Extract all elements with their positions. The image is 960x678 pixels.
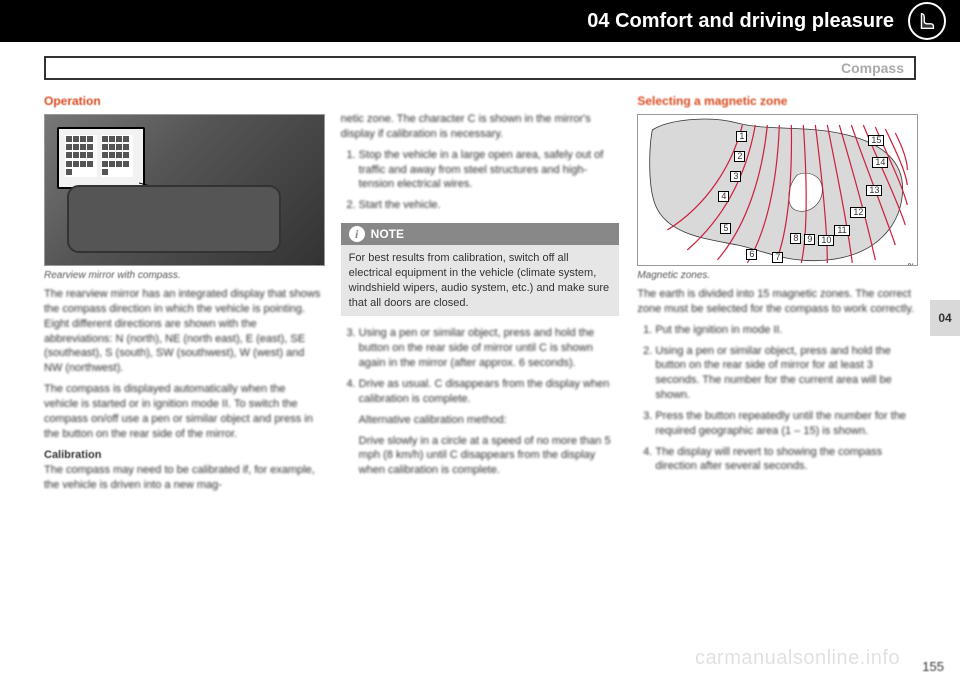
zone-label-9: 9 <box>804 234 815 245</box>
note-body: For best results from calibration, switc… <box>341 245 620 316</box>
column-3: Selecting a magnetic zone <box>637 90 916 499</box>
col1-heading: Operation <box>44 94 323 108</box>
col2-steps-top: Stop the vehicle in a large open area, s… <box>341 148 620 213</box>
zone-label-11: 11 <box>834 225 849 236</box>
zone-label-15: 15 <box>868 135 884 146</box>
col3-steps: Put the ignition in mode II. Using a pen… <box>637 323 916 475</box>
zone-map: G019482 123456789101112131415 <box>637 114 918 266</box>
col3-step4: The display will revert to showing the c… <box>655 445 916 475</box>
col2-step1: Stop the vehicle in a large open area, s… <box>359 148 620 193</box>
page-header: 04 Comfort and driving pleasure <box>0 0 960 42</box>
zone-label-5: 5 <box>720 223 731 234</box>
col3-step1: Put the ignition in mode II. <box>655 323 916 338</box>
seat-icon <box>908 2 946 40</box>
col1-para3: The compass may need to be calibrated if… <box>44 463 323 493</box>
note-title: NOTE <box>371 227 404 241</box>
column-1: Operation G021811 Rearview mirror with c… <box>44 90 323 499</box>
zone-label-2: 2 <box>734 151 745 162</box>
zone-label-1: 1 <box>736 131 747 142</box>
zone-label-12: 12 <box>850 207 866 218</box>
col2-alt-body: Drive slowly in a circle at a speed of n… <box>341 434 620 479</box>
col2-steps-bottom: Using a pen or similar object, press and… <box>341 326 620 406</box>
zone-label-7: 7 <box>772 252 783 263</box>
col1-para2: The compass is displayed automatically w… <box>44 382 323 441</box>
column-2: netic zone. The character C is shown in … <box>341 90 620 499</box>
col2-step4: Drive as usual. C disappears from the di… <box>359 377 620 407</box>
zone-label-14: 14 <box>872 157 888 168</box>
image-code-2: G019482 <box>908 263 915 266</box>
watermark: carmanualsonline.info <box>695 647 900 670</box>
page-number: 155 <box>922 659 944 674</box>
zone-label-3: 3 <box>730 171 741 182</box>
col2-intro: netic zone. The character C is shown in … <box>341 112 620 142</box>
note-box: i NOTE For best results from calibration… <box>341 223 620 316</box>
note-header: i NOTE <box>341 223 620 245</box>
zone-label-13: 13 <box>866 185 882 196</box>
col1-subheading: Calibration <box>44 449 323 461</box>
col3-caption: Magnetic zones. <box>637 270 916 281</box>
header-title: 04 Comfort and driving pleasure <box>587 10 894 33</box>
col2-alt-label: Alternative calibration method: <box>341 413 620 428</box>
col3-para1: The earth is divided into 15 magnetic zo… <box>637 287 916 317</box>
col2-step3: Using a pen or similar object, press and… <box>359 326 620 371</box>
zone-label-6: 6 <box>746 249 757 260</box>
image-code-1: G021811 <box>315 263 322 266</box>
zone-label-4: 4 <box>718 191 729 202</box>
zone-label-10: 10 <box>818 235 834 246</box>
section-heading: Compass <box>44 56 916 80</box>
col1-caption: Rearview mirror with compass. <box>44 270 323 281</box>
info-icon: i <box>349 226 365 242</box>
col3-heading: Selecting a magnetic zone <box>637 94 916 108</box>
col3-step3: Press the button repeatedly until the nu… <box>655 409 916 439</box>
zone-label-8: 8 <box>790 233 801 244</box>
col2-step2: Start the vehicle. <box>359 198 620 213</box>
content-area: Operation G021811 Rearview mirror with c… <box>0 90 960 499</box>
col1-para1: The rearview mirror has an integrated di… <box>44 287 323 376</box>
mirror-illustration: G021811 <box>44 114 325 266</box>
col3-step2: Using a pen or similar object, press and… <box>655 344 916 403</box>
